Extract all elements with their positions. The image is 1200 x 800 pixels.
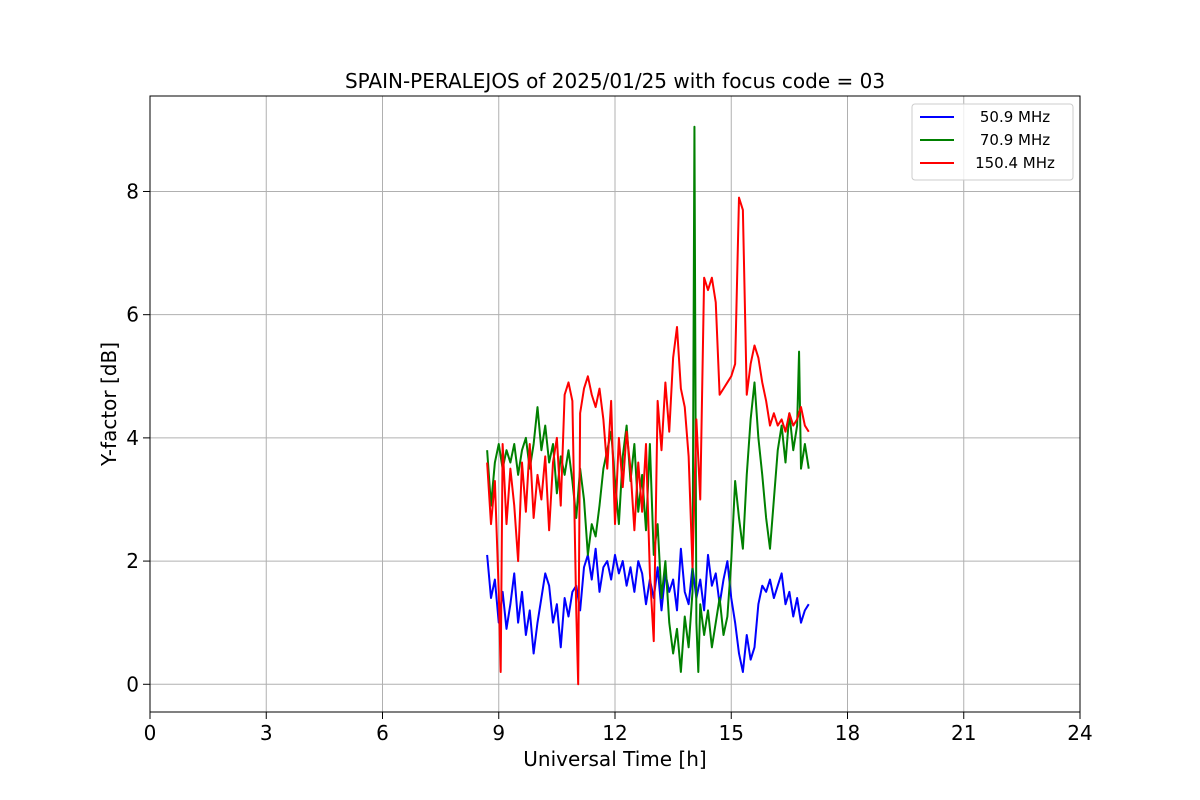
series-line-3: [486, 196, 810, 686]
x-tick-label: 15: [719, 721, 744, 745]
legend-label: 150.4 MHz: [975, 154, 1055, 172]
y-axis: 0 2 4 6 8: [126, 179, 150, 696]
y-axis-label: Y-factor [dB]: [97, 342, 121, 467]
series-layer: [486, 125, 810, 686]
chart-title: SPAIN-PERALEJOS of 2025/01/25 with focus…: [345, 69, 885, 93]
y-tick-label: 8: [126, 179, 139, 203]
x-tick-label: 24: [1067, 721, 1092, 745]
x-tick-label: 3: [260, 721, 273, 745]
x-axis-label: Universal Time [h]: [523, 747, 706, 771]
x-tick-label: 9: [492, 721, 505, 745]
x-tick-label: 21: [951, 721, 976, 745]
y-tick-label: 6: [126, 303, 139, 327]
y-tick-label: 2: [126, 549, 139, 573]
series-line-2: [486, 125, 810, 673]
x-axis: 0 3 6 9 12 15 18 21 24: [144, 712, 1093, 745]
y-tick-label: 4: [126, 426, 139, 450]
x-tick-label: 12: [602, 721, 627, 745]
legend-box: [911, 103, 1074, 181]
y-tick-label: 0: [126, 672, 139, 696]
legend-label: 50.9 MHz: [980, 108, 1050, 126]
x-tick-label: 6: [376, 721, 389, 745]
series-line-1: [486, 547, 810, 673]
x-tick-label: 18: [835, 721, 860, 745]
legend: 50.9 MHz 70.9 MHz 150.4 MHz: [911, 103, 1074, 181]
x-tick-label: 0: [144, 721, 157, 745]
legend-label: 70.9 MHz: [980, 131, 1050, 149]
